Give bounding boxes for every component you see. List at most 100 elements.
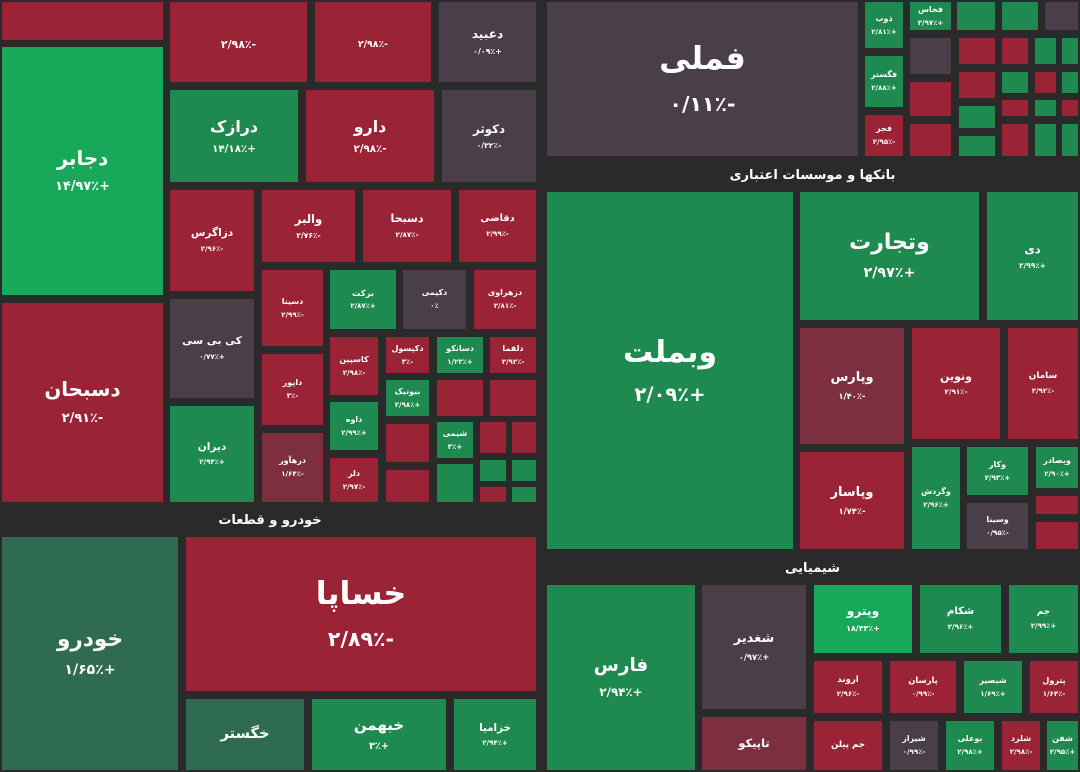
stock-tile[interactable]: دسینا -۲/۹۹٪ [262,270,323,346]
stock-tile[interactable]: شلرد -۲/۹۸٪ [1002,721,1040,770]
stock-tile[interactable]: خگستر [186,699,304,770]
tile-name: پارسان [908,675,938,686]
stock-tile[interactable]: شیراز -۰/۹۹٪ [890,721,938,770]
stock-tile[interactable]: دجابر +۱۴/۹۷٪ [2,47,163,295]
stock-tile[interactable]: جم پیلن [814,721,882,770]
stock-tile[interactable]: فجر -۲/۹۵٪ [865,115,903,156]
stock-tile[interactable]: فخاس +۲/۹۷٪ [910,2,951,30]
tile-change: +۲/۹۰٪ [1044,470,1070,479]
stock-tile[interactable]: وتجارت +۲/۹۷٪ [800,192,979,320]
tile-change: -۲/۹۱٪ [61,410,104,426]
tile-name: دیران [197,440,227,453]
stock-tile[interactable]: ذوب +۲/۸۱٪ [865,2,903,48]
stock-tile[interactable]: دسبحا -۲/۸۷٪ [363,190,451,262]
stock-tile[interactable]: دلقما -۲/۹۲٪ [490,337,536,373]
stock-tile[interactable]: -۲/۹۸٪ [315,2,431,82]
stock-tile[interactable]: فملی -۰/۱۱٪ [547,2,858,156]
stock-tile[interactable]: وکار +۲/۹۳٪ [967,447,1028,495]
section-header: بانکها و موسسات اعتباری [545,163,1080,187]
small-tile [512,422,536,453]
tile-change: -۲/۸۱٪ [493,302,517,311]
small-tile [480,422,506,453]
stock-tile[interactable]: شغدیر +۰/۹۷٪ [702,585,806,709]
stock-tile[interactable]: دارو -۲/۹۸٪ [306,90,434,182]
stock-tile[interactable]: دقاضی -۲/۹۹٪ [459,190,536,262]
stock-tile[interactable]: داوه +۲/۹۹٪ [330,402,378,450]
stock-tile[interactable]: تاپیکو [702,717,806,770]
stock-tile[interactable]: درازک +۱۴/۱۸٪ [170,90,298,182]
stock-tile[interactable]: دی +۲/۹۹٪ [987,192,1078,320]
stock-tile[interactable]: وپاسار -۱/۷۴٪ [800,452,904,549]
stock-tile[interactable]: ونوین -۲/۹۱٪ [912,328,1000,439]
stock-tile[interactable]: درهآور -۱/۶۴٪ [262,433,323,502]
tile-change: +۲/۹۳٪ [984,473,1011,482]
small-tile [1035,124,1056,156]
stock-tile[interactable]: پارسان -۰/۹۹٪ [890,661,956,713]
small-tile [1035,100,1056,116]
tile-name: وبصادر [1043,456,1071,466]
tile-name: وتجارت [849,230,930,256]
stock-tile[interactable]: کاسپین -۲/۹۸٪ [330,337,378,395]
stock-tile[interactable]: جم +۲/۹۹٪ [1009,585,1078,653]
stock-tile[interactable]: دکپسول -۳٪ [386,337,429,373]
tile-change: -۱/۶۴٪ [1042,689,1066,698]
stock-tile[interactable]: دسانکو +۱/۲۳٪ [437,337,483,373]
tile-change: ۰٪ [430,302,439,311]
tile-name: دعبید [471,27,504,42]
small-tile [386,424,429,462]
stock-tile[interactable]: وگردش +۲/۹۶٪ [912,447,960,549]
tile-name: دجابر [56,146,109,170]
tile-name: بیوتیک [394,386,421,396]
stock-tile[interactable]: دلر -۲/۹۷٪ [330,458,378,502]
stock-tile[interactable]: شکام +۲/۹۶٪ [920,585,1001,653]
tile-change: +۳٪ [447,442,463,451]
stock-tile[interactable]: سامان -۲/۹۲٪ [1008,328,1078,439]
stock-tile[interactable]: وبملت +۲/۰۹٪ [547,192,793,549]
stock-tile[interactable]: خبهمن +۳٪ [312,699,446,770]
tile-change: -۲/۹۲٪ [1031,386,1055,395]
stock-tile[interactable]: فگستر +۲/۸۸٪ [865,56,903,107]
tile-name: دکپسول [391,343,424,353]
tile-name: دکیمی [421,288,448,297]
stock-tile[interactable]: دزاگرس -۲/۹۶٪ [170,190,254,291]
stock-tile[interactable]: دزهراوی -۲/۸۱٪ [474,270,536,329]
stock-tile[interactable]: اروند -۲/۹۶٪ [814,661,882,713]
stock-tile[interactable]: خودرو +۱/۶۵٪ [2,537,178,770]
tile-name: داپور [282,378,303,388]
stock-tile[interactable]: شبصیر +۱/۶۹٪ [964,661,1022,713]
stock-tile[interactable]: والبر -۲/۷۶٪ [262,190,355,262]
stock-tile[interactable]: بوعلی +۲/۹۸٪ [946,721,994,770]
tile-name: دسینا [281,296,304,306]
small-tile [910,38,951,74]
stock-tile[interactable]: دسبحان -۲/۹۱٪ [2,303,163,502]
tile-change: -۲/۹۸٪ [353,142,387,155]
stock-tile[interactable]: وپارس -۱/۴۰٪ [800,328,904,444]
stock-tile[interactable]: خساپا -۲/۸۹٪ [186,537,536,691]
stock-tile[interactable]: داپور -۳٪ [262,354,323,425]
small-tile [480,487,506,502]
tile-change: +۲/۹۵٪ [1049,748,1076,757]
stock-tile[interactable]: دعبید +۰/۰۹٪ [439,2,536,82]
tile-change: -۰/۱۱٪ [669,92,736,117]
tile-change: +۰/۹۷٪ [738,652,770,663]
stock-tile[interactable]: خزامیا +۲/۹۴٪ [454,699,536,770]
tile-name: دقاضی [480,213,515,225]
stock-tile[interactable]: دکیمی ۰٪ [403,270,466,329]
tile-change: +۱/۶۹٪ [980,689,1006,698]
stock-tile[interactable]: -۲/۹۸٪ [170,2,307,82]
stock-tile[interactable]: فارس +۲/۹۴٪ [547,585,695,770]
stock-tile[interactable]: کی بی سی +۰/۷۷٪ [170,299,254,398]
stock-tile[interactable]: برکت +۲/۸۷٪ [330,270,396,329]
stock-tile[interactable]: وسینا -۰/۹۵٪ [967,503,1028,549]
stock-tile[interactable]: پترول -۱/۶۴٪ [1030,661,1078,713]
small-tile [959,106,995,128]
tile-name: فخاس [917,4,944,14]
stock-tile[interactable]: شفن +۲/۹۵٪ [1047,721,1078,770]
stock-tile[interactable]: دیران +۲/۹۴٪ [170,406,254,502]
stock-tile[interactable]: شیمی +۳٪ [437,422,473,458]
stock-tile[interactable]: وپترو +۱۸/۴۳٪ [814,585,912,653]
tile-name: خساپا [315,576,407,613]
stock-tile[interactable]: دکوثر -۰/۳۲٪ [442,90,536,182]
stock-tile[interactable]: بیوتیک +۲/۹۸٪ [386,380,429,416]
stock-tile[interactable]: وبصادر +۲/۹۰٪ [1036,447,1078,488]
